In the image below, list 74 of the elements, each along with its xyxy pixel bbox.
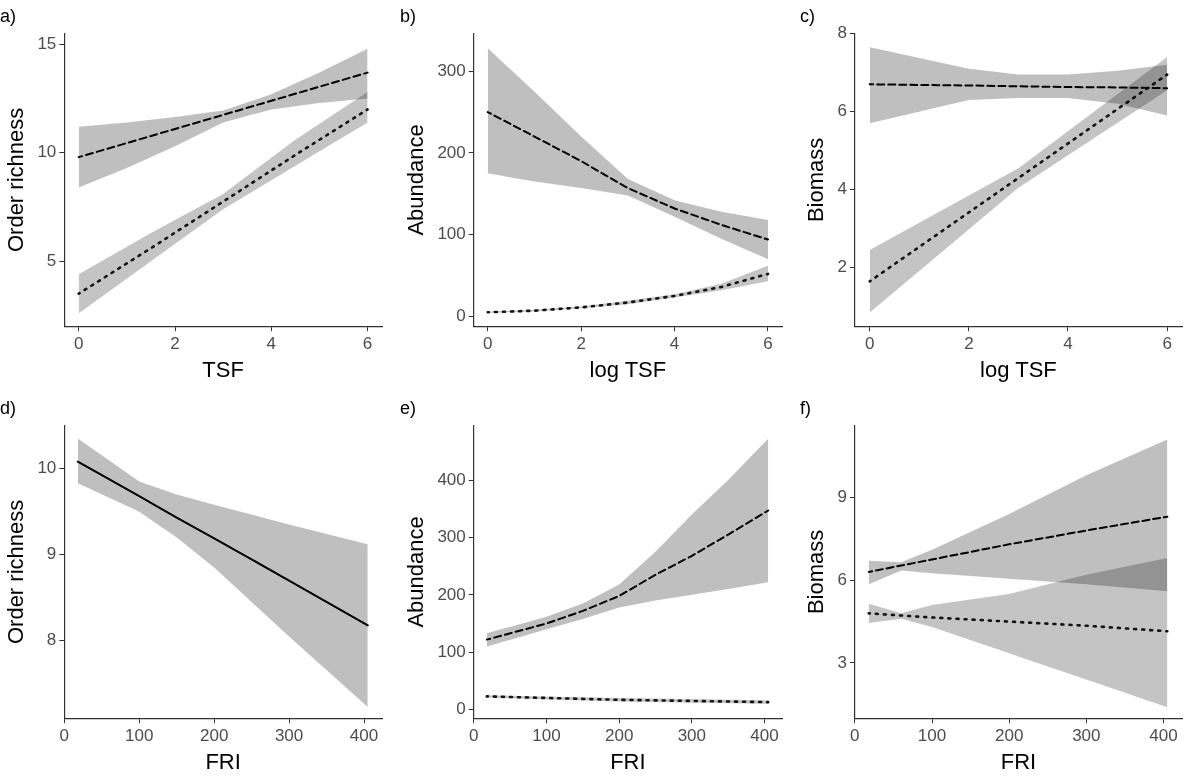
x-tick-label: 0 [864,334,875,354]
y-tick-label: 300 [437,60,466,80]
x-tick-label: 400 [1149,726,1178,746]
x-tick-label: 100 [917,726,947,746]
y-tick-label: 2 [837,257,847,277]
x-tick-label: 4 [669,334,680,354]
x-tick-label: 200 [994,726,1024,746]
line-series [867,515,1169,573]
chart-title: c) [800,5,815,26]
line-series [485,509,770,641]
x-axis-title: log TSF [980,356,1057,382]
x-tick-label: 0 [469,726,479,746]
line-series [77,71,369,159]
x-tick-label: 2 [964,334,974,354]
x-axis-title: log TSF [589,356,667,382]
y-tick-label: 3 [837,652,847,672]
x-tick-label: 0 [74,334,84,354]
x-axis-title: TSF [202,356,244,382]
x-tick-label: 300 [677,726,707,746]
y-tick-label: 100 [437,224,466,244]
chart-title: f) [800,397,811,418]
y-tick-label: 200 [437,142,466,162]
y-tick-label: 9 [837,487,847,507]
x-tick-label: 6 [1162,334,1172,354]
x-tick-label: 400 [750,726,779,746]
x-tick-label: 4 [266,334,277,354]
x-tick-label: 0 [850,726,860,746]
x-tick-label: 6 [763,334,773,354]
x-tick-label: 200 [604,726,634,746]
x-axis-title: FRI [1000,748,1037,774]
chart-title: b) [400,5,417,26]
x-tick-label: 200 [199,726,229,746]
y-tick-label: 0 [456,306,466,326]
line-series [486,272,770,314]
x-tick-label: 2 [576,334,586,354]
x-tick-label: 300 [1072,726,1101,746]
x-tick-label: 100 [125,726,154,746]
x-tick-label: 6 [362,334,373,354]
y-tick-label: 6 [837,569,847,589]
x-tick-label: 4 [1063,334,1073,354]
y-tick-label: 0 [456,699,466,719]
y-tick-label: 15 [37,34,57,54]
y-axis-title: Order richness [3,499,29,645]
x-tick-label: 400 [349,726,379,746]
y-tick-label: 10 [37,458,57,478]
y-tick-label: 200 [437,584,466,604]
y-tick-label: 10 [37,142,57,162]
y-tick-label: 9 [46,544,57,564]
y-tick-label: 300 [437,527,466,547]
chart-title: a) [0,5,17,26]
y-tick-label: 400 [437,469,466,489]
y-tick-label: 4 [837,179,847,199]
x-tick-label: 100 [532,726,561,746]
y-axis-title: Abundance [403,124,429,236]
x-axis-title: FRI [610,748,646,774]
x-tick-label: 300 [274,726,304,746]
y-tick-label: 8 [837,23,847,43]
x-tick-label: 0 [483,334,493,354]
y-tick-label: 5 [46,250,57,270]
y-axis-title: Biomass [803,137,829,223]
y-tick-label: 6 [837,101,847,121]
line-series [77,108,369,295]
y-axis-title: Abundance [403,516,429,628]
y-tick-label: 8 [46,630,57,650]
x-axis-title: FRI [205,748,241,774]
line-series [486,111,769,241]
y-axis-title: Order richness [3,107,29,253]
y-axis-title: Biomass [803,529,829,615]
chart-title: e) [400,397,417,418]
x-tick-label: 0 [59,726,70,746]
line-series [867,612,1169,633]
x-tick-label: 2 [170,334,180,354]
y-tick-label: 100 [437,641,466,661]
chart-title: d) [0,397,17,418]
